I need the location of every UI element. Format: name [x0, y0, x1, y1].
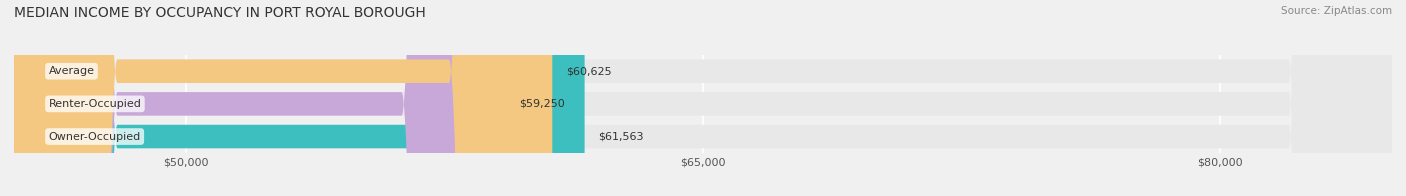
Text: Owner-Occupied: Owner-Occupied: [49, 132, 141, 142]
Text: $60,625: $60,625: [567, 66, 612, 76]
FancyBboxPatch shape: [14, 0, 1392, 196]
Text: Renter-Occupied: Renter-Occupied: [49, 99, 142, 109]
Text: Average: Average: [49, 66, 94, 76]
Text: MEDIAN INCOME BY OCCUPANCY IN PORT ROYAL BOROUGH: MEDIAN INCOME BY OCCUPANCY IN PORT ROYAL…: [14, 6, 426, 20]
FancyBboxPatch shape: [14, 0, 553, 196]
Text: $59,250: $59,250: [519, 99, 564, 109]
FancyBboxPatch shape: [14, 0, 585, 196]
FancyBboxPatch shape: [14, 0, 1392, 196]
FancyBboxPatch shape: [14, 0, 1392, 196]
FancyBboxPatch shape: [14, 0, 505, 196]
Text: Source: ZipAtlas.com: Source: ZipAtlas.com: [1281, 6, 1392, 16]
Text: $61,563: $61,563: [599, 132, 644, 142]
